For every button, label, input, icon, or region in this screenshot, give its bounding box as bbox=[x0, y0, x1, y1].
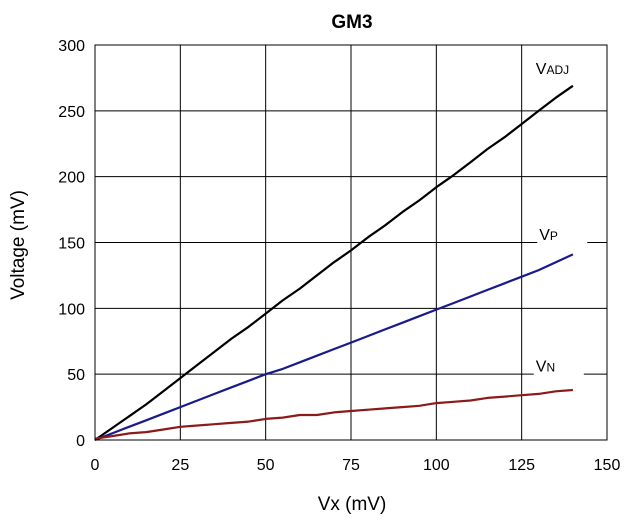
y-tick-label: 0 bbox=[76, 433, 85, 450]
y-tick-label: 250 bbox=[58, 104, 85, 121]
series-line-vadj bbox=[94, 84, 574, 441]
series-label-vadj: VADJ bbox=[536, 61, 569, 78]
x-tick-label: 100 bbox=[423, 457, 450, 474]
y-tick-label: 150 bbox=[58, 236, 85, 253]
grid bbox=[94, 44, 608, 441]
x-tick-label: 75 bbox=[342, 457, 360, 474]
x-tick-label: 125 bbox=[508, 457, 535, 474]
x-axis-label: Vx (mV) bbox=[318, 494, 387, 515]
y-tick-label: 300 bbox=[58, 38, 85, 55]
y-tick-label: 200 bbox=[58, 170, 85, 187]
chart-title: GM3 bbox=[331, 12, 372, 33]
series-line-vp bbox=[94, 253, 574, 442]
plot-frame bbox=[94, 44, 608, 441]
series-group bbox=[94, 84, 574, 442]
x-tick-label: 0 bbox=[91, 457, 100, 474]
series-label-bg bbox=[537, 223, 588, 245]
x-tick-label: 150 bbox=[594, 457, 621, 474]
x-tick-label: 50 bbox=[257, 457, 275, 474]
series-line-vn bbox=[94, 388, 573, 440]
y-axis-label: Voltage (mV) bbox=[8, 190, 29, 300]
series-labels: VADJ VP VN bbox=[533, 57, 588, 377]
series-label-vn: VN bbox=[536, 359, 555, 376]
y-tick-label: 100 bbox=[58, 301, 85, 318]
series-label-bg bbox=[533, 57, 584, 79]
tick-labels: 0 25 50 75 100 125 150 0 50 100 150 200 250 300 bbox=[58, 38, 620, 474]
y-tick-label: 50 bbox=[67, 367, 85, 384]
x-tick-label: 25 bbox=[171, 457, 189, 474]
series-label-vp: VP bbox=[539, 227, 558, 244]
series-label-bg bbox=[533, 355, 584, 377]
